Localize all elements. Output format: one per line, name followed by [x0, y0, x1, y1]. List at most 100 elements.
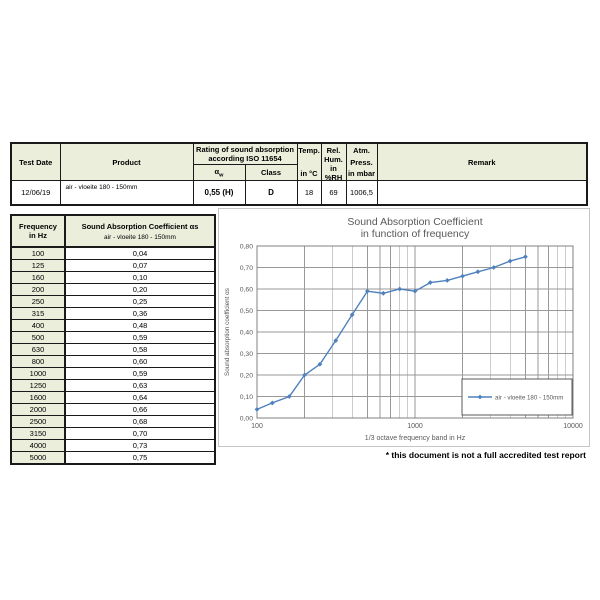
freq-cell: 100: [10, 246, 66, 260]
svg-text:0,10: 0,10: [240, 394, 253, 401]
value-test-date: 12/06/19: [10, 180, 61, 205]
freq-header: Frequency in Hz: [10, 214, 66, 248]
freq-cell: 1250: [10, 379, 66, 392]
data-point-marker: [254, 407, 260, 412]
svg-text:0,60: 0,60: [240, 286, 253, 293]
data-point-marker: [444, 278, 450, 283]
svg-text:10000: 10000: [563, 423, 583, 430]
table-row: 200 0,20: [10, 283, 216, 296]
data-point-marker: [412, 288, 418, 294]
absorption-chart: Sound Absorption Coefficient in function …: [218, 208, 590, 447]
rating-line1: Rating of sound absorption: [196, 145, 294, 155]
svg-text:0,20: 0,20: [240, 372, 253, 379]
value-class: D: [244, 180, 298, 205]
coefficient-cell: 0,20: [64, 283, 216, 296]
table-row: 1250 0,63: [10, 379, 216, 392]
axis-labels: 0,00 0,10 0,20 0,30 0,40 0,50 0,60 0,70 0,80 100 1…: [240, 243, 583, 430]
value-humidity: 69: [320, 180, 347, 205]
data-point-marker: [349, 312, 355, 318]
coefficient-cell: 0,04: [64, 246, 216, 260]
table-row: 160 0,10: [10, 271, 216, 284]
header-alpha-w: αw: [192, 164, 246, 181]
table-row: 800 0,60: [10, 355, 216, 368]
svg-text:0,70: 0,70: [240, 265, 253, 272]
coefficient-cell: 0,64: [64, 391, 216, 404]
header-temp: Temp. in °C: [296, 142, 322, 181]
x-axis-title: 1/3 octave frequency band in Hz: [365, 435, 466, 442]
data-point-marker: [365, 288, 370, 294]
freq-cell: 500: [10, 331, 66, 344]
data-point-marker: [286, 394, 292, 399]
coefficient-cell: 0,63: [64, 379, 216, 392]
value-remark: [376, 180, 588, 205]
data-point-marker: [380, 290, 386, 296]
table-row: 500 0,59: [10, 331, 216, 344]
svg-text:Sound Absorption Coefficient: Sound Absorption Coefficient: [347, 216, 482, 228]
freq-cell: 5000: [10, 451, 66, 465]
coefficient-cell: 0,25: [64, 295, 216, 308]
plot-border: [256, 245, 574, 419]
freq-cell: 200: [10, 283, 66, 296]
coefficient-cell: 0,58: [64, 343, 216, 356]
chart-legend: air - vloeite 180 - 150mm: [461, 378, 573, 416]
header-pressure: Atm. Press. in mbar: [345, 142, 378, 181]
svg-text:0,00: 0,00: [240, 415, 253, 422]
header-class: Class: [244, 164, 298, 181]
coefficient-cell: 0,60: [64, 355, 216, 368]
coefficient-cell: 0,73: [64, 439, 216, 452]
y-axis-title: Sound absorption coefficient αs: [224, 288, 231, 376]
table-row: 5000 0,75: [10, 451, 216, 465]
coefficient-cell: 0,59: [64, 331, 216, 344]
data-point-marker: [475, 269, 481, 275]
data-point-marker: [523, 254, 528, 260]
coefficient-cell: 0,10: [64, 271, 216, 284]
header-product: Product: [59, 142, 194, 181]
data-point-marker: [269, 400, 275, 406]
freq-cell: 1000: [10, 367, 66, 380]
value-product: air - vloeite 180 - 150mm: [59, 180, 194, 205]
data-point-marker: [427, 280, 433, 285]
coefficient-cell: 0,68: [64, 415, 216, 428]
coefficient-cell: 0,70: [64, 427, 216, 440]
coefficient-cell: 0,66: [64, 403, 216, 416]
freq-cell: 160: [10, 271, 66, 284]
data-point-marker: [460, 273, 465, 279]
footer-disclaimer: * this document is not a full accredited…: [385, 450, 586, 460]
table-row: 630 0,58: [10, 343, 216, 356]
data-point-marker: [333, 338, 339, 343]
table-row: 1600 0,64: [10, 391, 216, 404]
freq-cell: 630: [10, 343, 66, 356]
legend-label: air - vloeite 180 - 150mm: [495, 394, 563, 401]
chart-series: [254, 254, 528, 412]
table-row: 2000 0,66: [10, 403, 216, 416]
freq-cell: 400: [10, 319, 66, 332]
table-row: 400 0,48: [10, 319, 216, 332]
data-point-marker: [507, 258, 513, 264]
svg-text:0,50: 0,50: [240, 308, 253, 315]
table-row: 125 0,07: [10, 259, 216, 272]
header-humidity: Rel. Hum. in %RH: [320, 142, 347, 181]
svg-text:0,40: 0,40: [240, 329, 253, 336]
rating-line2: according ISO 11654: [208, 154, 282, 164]
frequency-table: Frequency in Hz Sound Absorption Coeffic…: [10, 214, 216, 465]
freq-cell: 2500: [10, 415, 66, 428]
svg-text:1000: 1000: [407, 423, 423, 430]
header-rating-group: Rating of sound absorption according ISO…: [192, 142, 298, 166]
header-test-date: Test Date: [10, 142, 61, 181]
svg-text:100: 100: [251, 423, 263, 430]
value-pressure: 1006,5: [345, 180, 378, 205]
coefficient-header-subtitle: air - vloeite 180 - 150mm: [104, 233, 176, 241]
freq-cell: 3150: [10, 427, 66, 440]
frequency-table-body: 100 0,04 125 0,07 160 0,10 200 0,20 250 0,25 315 0,…: [10, 246, 216, 465]
coefficient-cell: 0,48: [64, 319, 216, 332]
table-row: 250 0,25: [10, 295, 216, 308]
summary-table: Test Date Product Rating of sound absorp…: [10, 142, 588, 206]
freq-cell: 2000: [10, 403, 66, 416]
freq-cell: 250: [10, 295, 66, 308]
coefficient-cell: 0,59: [64, 367, 216, 380]
freq-cell: 315: [10, 307, 66, 320]
svg-text:in function of frequency: in function of frequency: [361, 228, 470, 240]
